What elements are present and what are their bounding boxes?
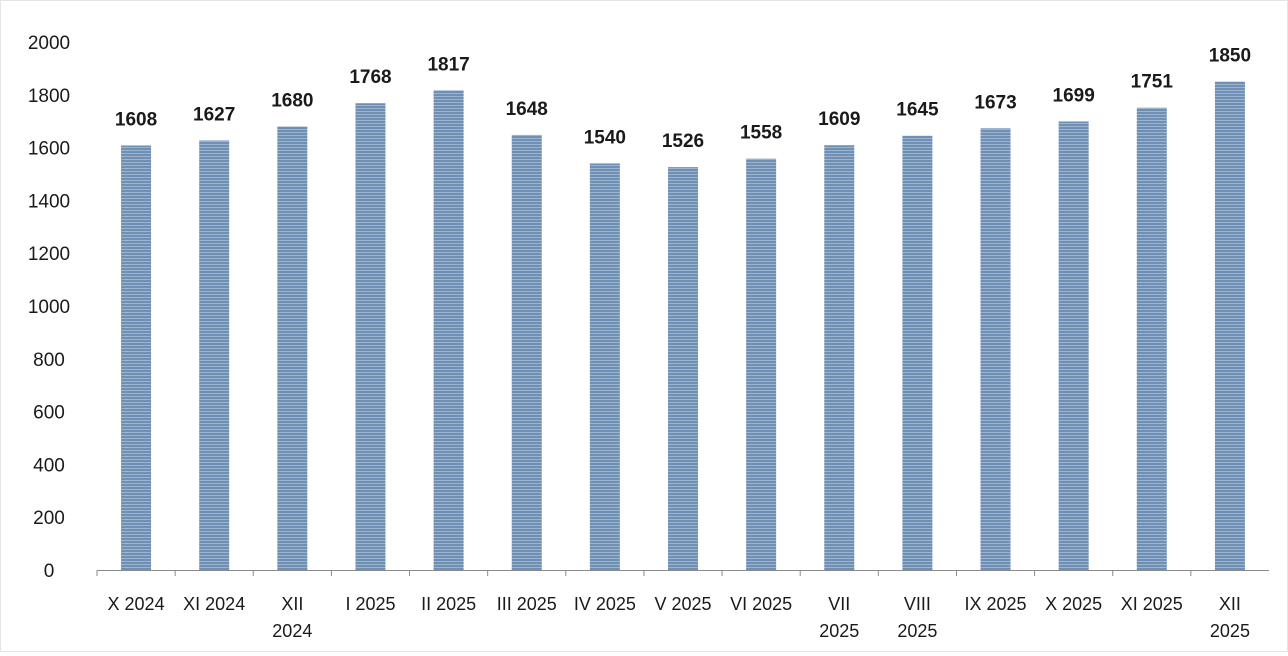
data-label: 1699 (1053, 85, 1095, 106)
y-tick-label: 0 (44, 561, 55, 582)
bar (511, 134, 542, 571)
x-tick-label: XII 2024 (272, 594, 312, 641)
data-label: 1817 (427, 54, 469, 75)
x-tick-label: II 2025 (421, 594, 476, 614)
data-label: 1558 (740, 123, 782, 144)
y-tick-label: 800 (33, 350, 65, 371)
bar (433, 90, 464, 570)
data-label: 1850 (1209, 46, 1251, 67)
data-label: 1648 (506, 99, 548, 120)
data-label: 1768 (349, 67, 391, 88)
bar (277, 126, 308, 570)
x-tick-label: VIII 2025 (897, 594, 937, 641)
x-tick-label: X 2024 (108, 594, 165, 614)
y-tick-label: 400 (33, 455, 65, 476)
x-tick-label: I 2025 (345, 594, 395, 614)
bar (902, 135, 933, 570)
bar (746, 158, 777, 571)
x-tick-label: V 2025 (654, 594, 711, 614)
bar (1136, 107, 1167, 571)
x-tick-label: XI 2025 (1121, 594, 1183, 614)
x-tick-label: IX 2025 (965, 594, 1027, 614)
y-tick-label: 1000 (28, 297, 70, 318)
data-label: 1608 (115, 109, 157, 130)
x-tick-label: III 2025 (497, 594, 557, 614)
y-axis: 0 200 400 600 800 1000 1200 1400 1600 1800 2000 (28, 33, 70, 582)
y-tick-label: 2000 (28, 33, 70, 54)
y-tick-label: 1600 (28, 139, 70, 160)
data-label: 1526 (662, 131, 704, 152)
bars (121, 81, 1245, 571)
data-label: 1627 (193, 104, 235, 125)
y-tick-label: 1800 (28, 86, 70, 107)
bar (199, 140, 230, 571)
x-tick-label: XI 2024 (183, 594, 245, 614)
x-tick-label: X 2025 (1045, 594, 1102, 614)
bar (980, 128, 1011, 570)
data-label: 1680 (271, 90, 313, 111)
x-tick-label: VI 2025 (730, 594, 792, 614)
bar (355, 103, 386, 571)
y-tick-label: 1400 (28, 191, 70, 212)
data-label: 1751 (1131, 72, 1174, 93)
x-tick-label: VII 2025 (819, 594, 859, 641)
bar (121, 145, 152, 570)
bar (1058, 121, 1089, 571)
y-tick-label: 1200 (28, 244, 70, 265)
data-label: 1609 (818, 109, 860, 130)
x-tick-label: XII 2025 (1210, 594, 1250, 641)
y-tick-label: 600 (33, 403, 65, 424)
x-axis: X 2024 XI 2024 XII 2024 I 2025 II 2025 III 202… (96, 570, 1269, 641)
bar (668, 167, 698, 571)
x-tick-label: IV 2025 (574, 594, 636, 614)
y-tick-label: 200 (33, 508, 65, 529)
data-label: 1645 (896, 100, 939, 121)
data-label: 1540 (584, 127, 626, 148)
bar (1214, 81, 1245, 570)
bar (589, 163, 620, 570)
data-labels: 1608 1627 1680 1768 1817 1648 1540 1526 1558 1609… (115, 46, 1251, 153)
bar (824, 145, 855, 570)
data-label: 1673 (974, 92, 1016, 113)
